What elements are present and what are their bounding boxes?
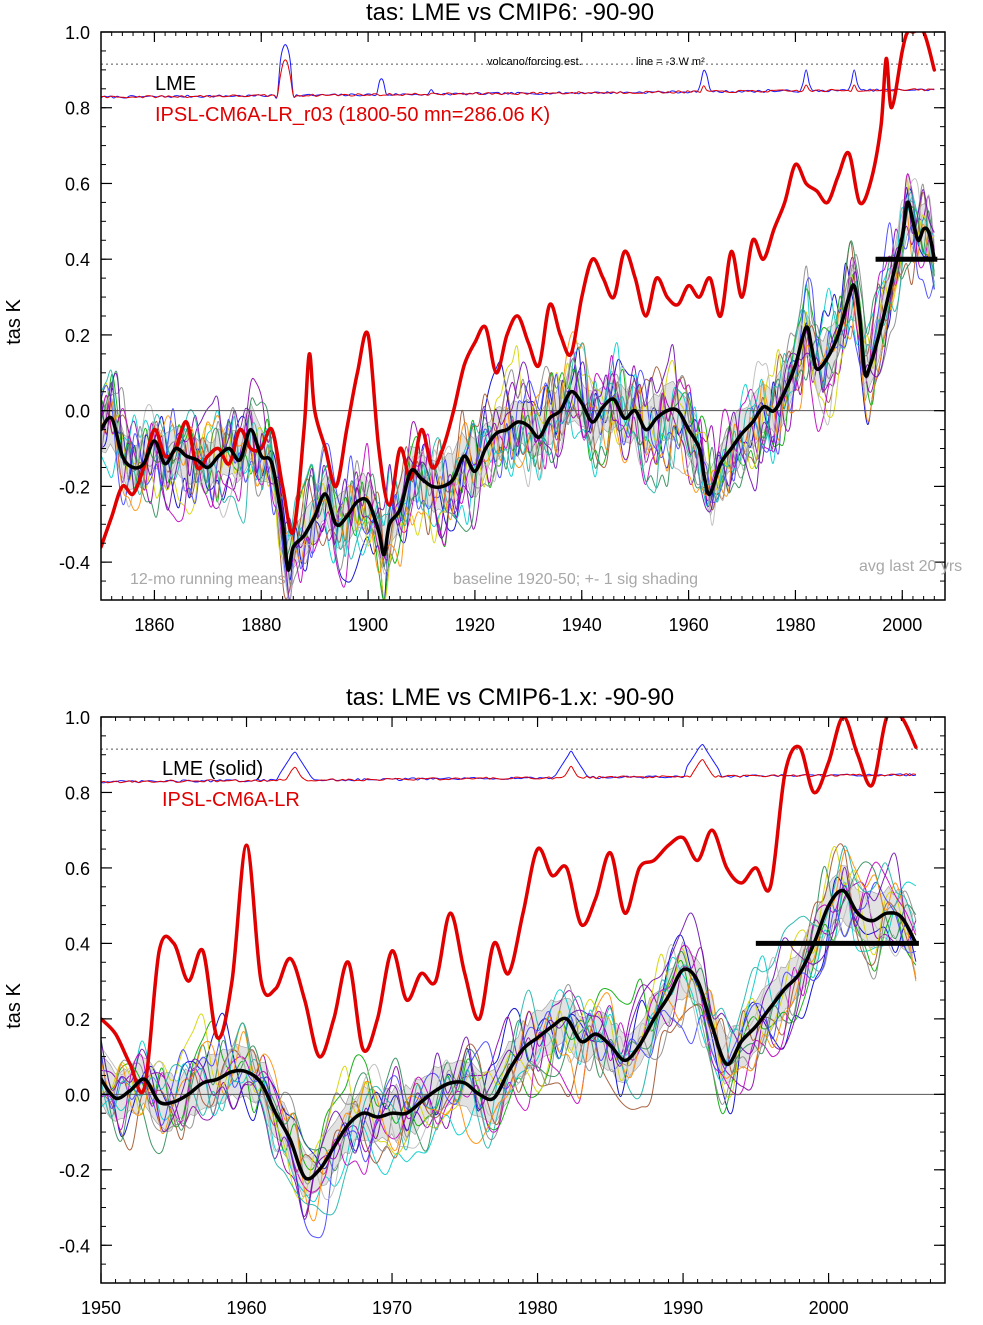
- ensemble-member-line: [101, 852, 917, 1220]
- series-line-lme: [101, 888, 918, 1181]
- ensemble-member-line: [101, 861, 917, 1193]
- ensemble-member-line: [101, 222, 935, 600]
- sigma-shading-top: [101, 172, 932, 594]
- x-tick-label: 1880: [241, 615, 281, 635]
- y-tick-label: 0.0: [65, 1085, 90, 1105]
- y-tick-label: 1.0: [65, 708, 90, 728]
- x-tick-label: 1940: [562, 615, 602, 635]
- y-axis-ticks-top: -0.4 -0.2 0.0 0.2 0.4 0.6 0.8 1.0: [59, 23, 945, 601]
- forcing-line-red: [101, 59, 935, 99]
- y-tick-label: -0.2: [59, 477, 90, 497]
- legend-lme-bottom: LME (solid): [162, 758, 263, 780]
- y-axis-ticks-bottom: -0.4 -0.2 0.0 0.2 0.4 0.6 0.8 1.0: [59, 708, 945, 1284]
- ensemble-member-line: [101, 850, 917, 1222]
- chart-panel-bottom: tas: LME vs CMIP6-1.x: -90-90 tas K 1950…: [3, 684, 946, 1318]
- ensemble-member-line: [101, 188, 935, 600]
- y-tick-label: -0.2: [59, 1161, 90, 1181]
- y-tick-label: 0.2: [65, 1010, 90, 1030]
- x-tick-label: 1960: [669, 615, 709, 635]
- x-axis-ticks-top: 1860 1880 1900 1920 1940 1960 1980 2000: [100, 32, 946, 635]
- ensemble-lines-bottom: [101, 843, 917, 1239]
- x-tick-label: 1980: [775, 615, 815, 635]
- y-tick-label: 0.0: [65, 402, 90, 422]
- x-tick-label: 1920: [455, 615, 495, 635]
- y-tick-label: 0.8: [65, 99, 90, 119]
- baseline-note: baseline 1920-50; +- 1 sig shading: [453, 571, 698, 588]
- x-tick-label: 2000: [882, 615, 922, 635]
- y-tick-label: 0.2: [65, 326, 90, 346]
- x-tick-label: 1980: [518, 1298, 558, 1318]
- ensemble-member-line: [101, 208, 935, 574]
- y-tick-label: 0.4: [65, 250, 90, 270]
- y-axis-label-bottom: tas K: [3, 983, 25, 1029]
- forcing-lines-top: [101, 44, 935, 99]
- x-tick-label: 1990: [663, 1298, 703, 1318]
- ensemble-member-line: [101, 178, 935, 600]
- x-tick-label: 1900: [348, 615, 388, 635]
- y-tick-label: -0.4: [59, 553, 90, 573]
- y-tick-label: 0.6: [65, 174, 90, 194]
- sigma-band: [101, 172, 932, 594]
- y-tick-label: 0.8: [65, 783, 90, 803]
- legend-ipsl-bottom: IPSL-CM6A-LR: [162, 789, 300, 811]
- x-axis-ticks-bottom: 1950 1960 1970 1980 1990 2000: [81, 717, 946, 1318]
- y-tick-label: 1.0: [65, 23, 90, 43]
- forcing-line-red: [101, 759, 916, 784]
- data-series-bottom: [101, 717, 918, 1181]
- ensemble-member-line: [101, 861, 917, 1172]
- ensemble-member-line: [101, 173, 935, 588]
- forcing-line-label: line = -3 W m²: [636, 56, 705, 68]
- series-line-lme: [101, 200, 937, 572]
- x-tick-label: 1960: [226, 1298, 266, 1318]
- y-tick-label: 0.4: [65, 934, 90, 954]
- ensemble-lines-top: [101, 173, 935, 600]
- ensemble-member-line: [101, 178, 935, 600]
- ensemble-member-line: [101, 183, 935, 587]
- x-tick-label: 1860: [134, 615, 174, 635]
- y-axis-label-top: tas K: [3, 299, 25, 345]
- series-line-ipsl: [101, 717, 918, 1095]
- x-tick-label: 1970: [372, 1298, 412, 1318]
- ensemble-member-line: [101, 878, 917, 1200]
- chart-title-bottom: tas: LME vs CMIP6-1.x: -90-90: [346, 684, 674, 711]
- legend-ipsl-top: IPSL-CM6A-LR_r03 (1800-50 mn=286.06 K): [155, 104, 550, 126]
- chart-panel-top: tas: LME vs CMIP6: -90-90 tas K 1860 1880…: [3, 0, 962, 635]
- avg-last-note: avg last 20 yrs: [859, 558, 962, 575]
- y-tick-label: 0.6: [65, 859, 90, 879]
- legend-lme-top: LME: [155, 73, 196, 95]
- x-tick-label: 1950: [81, 1298, 121, 1318]
- y-tick-label: -0.4: [59, 1236, 90, 1256]
- data-series-top: [101, 32, 937, 572]
- forcing-line-blue: [101, 44, 935, 99]
- ensemble-member-line: [101, 890, 917, 1185]
- chart-title-top: tas: LME vs CMIP6: -90-90: [366, 0, 654, 26]
- forcing-lines-bottom: [101, 744, 917, 784]
- ensemble-member-line: [101, 191, 935, 600]
- ensemble-member-line: [101, 192, 935, 560]
- ensemble-member-line: [101, 843, 917, 1175]
- volcano-label: volcano/forcing est.: [487, 56, 582, 68]
- x-tick-label: 2000: [809, 1298, 849, 1318]
- running-mean-note: 12-mo running means: [130, 571, 286, 588]
- series-line-ipsl: [101, 32, 937, 549]
